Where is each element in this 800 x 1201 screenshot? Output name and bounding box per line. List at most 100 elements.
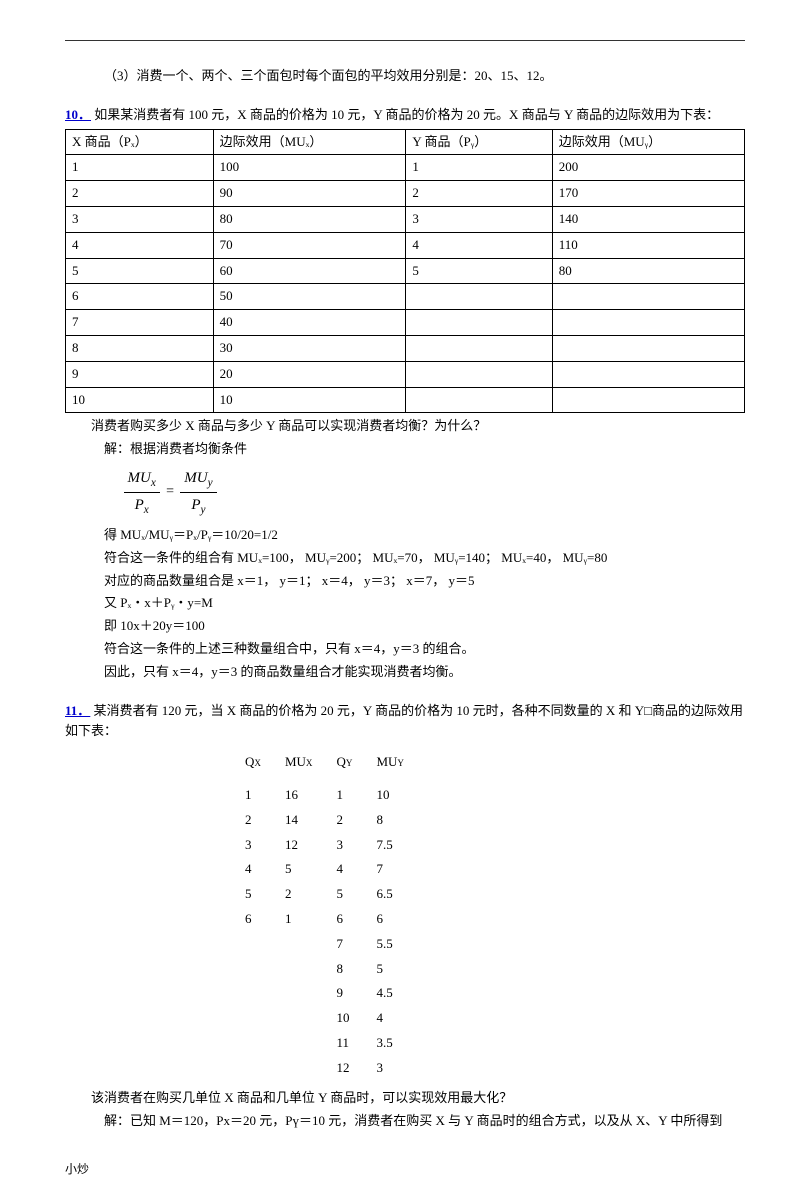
solution-step: 得 MUₓ/MUᵧ＝Pₓ/Pᵧ＝10/20=1/2 [65,525,745,546]
col-header: Y 商品（Pᵧ） [406,129,552,155]
solution-step: 又 Pₓ・x＋Pᵧ・y=M [65,593,745,614]
table-cell: 12 [285,833,337,858]
table-cell [285,957,337,982]
table-row: 21428 [245,808,428,833]
table-cell: 8 [376,808,428,833]
table-row: 104 [245,1006,428,1031]
table-cell: 4.5 [376,981,428,1006]
table-cell: 4 [245,857,285,882]
table-cell: 6 [337,907,377,932]
table-cell [285,981,337,1006]
solution-step: 因此，只有 x＝4，y＝3 的商品数量组合才能实现消费者均衡。 [65,662,745,683]
q10-question: 消费者购买多少 X 商品与多少 Y 商品可以实现消费者均衡？为什么？ [65,416,745,437]
table-row: 11001200 [66,155,745,181]
table-row: 123 [245,1056,428,1081]
table-cell: 14 [285,808,337,833]
table-row: 94.5 [245,981,428,1006]
table-cell: 2 [406,181,552,207]
table-row: 31237.5 [245,833,428,858]
table-cell: 2 [337,808,377,833]
table-cell: 90 [213,181,406,207]
table-cell [245,1056,285,1081]
equilibrium-formula: MUx Px = MUy Py [124,466,746,519]
table-cell: 1 [245,783,285,808]
table-cell: 3 [376,1056,428,1081]
solution-step: 符合这一条件的组合有 MUₓ=100， MUᵧ=200； MUₓ=70， MUᵧ… [65,548,745,569]
table-cell: 80 [552,258,744,284]
table-cell: 5 [337,882,377,907]
table-cell: 2 [245,808,285,833]
table-cell [552,284,744,310]
q10-text: 如果某消费者有 100 元，X 商品的价格为 10 元，Y 商品的价格为 20 … [94,107,719,122]
table-cell [406,387,552,413]
table-row: 5256.5 [245,882,428,907]
table-cell [245,1006,285,1031]
table-cell: 6 [376,907,428,932]
table-cell: 8 [337,957,377,982]
table-cell [406,310,552,336]
col-header: MUX [285,750,337,783]
table-row: 1010 [66,387,745,413]
solution-step: 符合这一条件的上述三种数量组合中，只有 x＝4，y＝3 的组合。 [65,639,745,660]
table-cell [245,957,285,982]
table-cell: 140 [552,206,744,232]
table-row: 6166 [245,907,428,932]
table-cell: 1 [66,155,214,181]
table-cell: 11 [337,1031,377,1056]
table-cell: 8 [66,335,214,361]
table-cell: 170 [552,181,744,207]
table-row: 116110 [245,783,428,808]
table-row: 75.5 [245,932,428,957]
table-cell: 3 [337,833,377,858]
q11-text: 某消费者有 120 元，当 X 商品的价格为 20 元，Y 商品的价格为 10 … [65,703,743,739]
col-header: MUY [376,750,428,783]
table-cell: 3.5 [376,1031,428,1056]
table-cell [406,335,552,361]
q10-solution-intro: 解：根据消费者均衡条件 [65,439,745,460]
q11-table: QX MUX QY MUY 1161102142831237.545475256… [245,750,428,1080]
solution-step: 对应的商品数量组合是 x＝1， y＝1； x＝4， y＝3； x＝7， y＝5 [65,571,745,592]
table-row: 113.5 [245,1031,428,1056]
table-row: 4704110 [66,232,745,258]
table-cell [245,981,285,1006]
table-row: 85 [245,957,428,982]
table-cell [285,1006,337,1031]
table-cell: 10 [213,387,406,413]
solution-step: 即 10x＋20y＝100 [65,616,745,637]
table-row: 830 [66,335,745,361]
table-cell: 7 [337,932,377,957]
table-cell: 3 [406,206,552,232]
col-header: 边际效用（MUₓ） [213,129,406,155]
table-cell [552,310,744,336]
table-cell: 80 [213,206,406,232]
table-cell: 100 [213,155,406,181]
fraction-mux-px: MUx Px [124,466,160,519]
q10-table: X 商品（Pₓ） 边际效用（MUₓ） Y 商品（Pᵧ） 边际效用（MUᵧ） 11… [65,129,745,414]
fraction-muy-py: MUy Py [180,466,216,519]
q11-solution: 解：已知 M＝120，Pх＝20 元，Pү＝10 元，消费者在购买 X 与 Y … [65,1111,745,1132]
table-cell: 3 [66,206,214,232]
col-header: X 商品（Pₓ） [66,129,214,155]
table-cell: 16 [285,783,337,808]
table-cell: 10 [376,783,428,808]
table-cell: 4 [66,232,214,258]
table-cell: 2 [285,882,337,907]
table-cell [245,932,285,957]
table-cell: 5 [376,957,428,982]
q11-number: 11． [65,703,90,718]
table-cell: 5.5 [376,932,428,957]
table-cell: 1 [406,155,552,181]
table-cell: 4 [337,857,377,882]
table-cell: 7.5 [376,833,428,858]
table-cell: 70 [213,232,406,258]
question-10-stem: 10． 如果某消费者有 100 元，X 商品的价格为 10 元，Y 商品的价格为… [65,105,745,126]
table-cell: 6.5 [376,882,428,907]
table-cell: 12 [337,1056,377,1081]
table-cell: 20 [213,361,406,387]
table-cell [285,1031,337,1056]
col-header: 边际效用（MUᵧ） [552,129,744,155]
table-cell: 50 [213,284,406,310]
table-cell: 1 [285,907,337,932]
table-cell: 5 [66,258,214,284]
table-cell [285,1056,337,1081]
